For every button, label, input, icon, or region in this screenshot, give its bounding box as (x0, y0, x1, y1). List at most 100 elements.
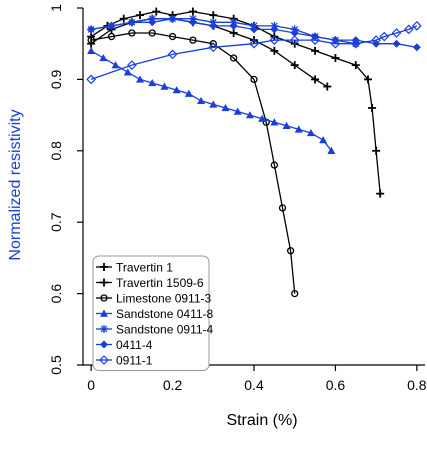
legend-label: Limestone 0911-3 (116, 292, 212, 306)
legend-marker (100, 263, 108, 271)
data-point (107, 21, 116, 30)
data-point (127, 60, 137, 70)
legend-label: 0411-4 (116, 338, 153, 352)
data-point (412, 21, 422, 31)
legend-label: 0911-1 (116, 354, 153, 368)
legend-marker (100, 294, 108, 302)
legend-entry: Limestone 0911-3 (96, 292, 212, 306)
data-point (323, 82, 332, 91)
data-point (184, 89, 193, 97)
y-tick-label: 0.8 (48, 141, 64, 161)
y-tick-label: 0.7 (48, 212, 64, 232)
data-point (371, 35, 381, 45)
legend-label: Travertin 1509-6 (116, 276, 204, 290)
data-point (278, 204, 287, 212)
legend-marker (99, 355, 109, 365)
data-point (368, 103, 377, 112)
series-7 (86, 21, 422, 85)
data-point (294, 125, 303, 133)
data-point (123, 68, 132, 76)
legend-entry: 0911-1 (96, 354, 153, 368)
data-point (350, 38, 361, 49)
data-point (189, 36, 197, 44)
data-point (86, 74, 96, 85)
data-point (136, 11, 144, 20)
data-point (160, 82, 169, 90)
y-axis-label: Normalized resistivity (7, 109, 24, 260)
y-ticks: 0.5 0.6 0.7 0.8 0.9 1 (48, 4, 83, 375)
x-ticks: 0 0.2 0.4 0.6 0.8 (87, 365, 427, 393)
data-point (87, 36, 95, 44)
data-point (127, 18, 136, 27)
legend-marker (100, 278, 108, 287)
legend-box (92, 255, 210, 371)
y-tick-label: 1 (48, 4, 64, 12)
data-point (392, 39, 401, 48)
data-point (269, 35, 280, 45)
series-line (90, 32, 296, 294)
legend-label: Sandstone 0911-4 (116, 323, 214, 337)
data-point (167, 49, 178, 60)
data-point (119, 14, 128, 23)
data-point (412, 43, 421, 52)
data-point (330, 38, 341, 49)
legend-label: Travertin 1 (116, 261, 173, 275)
series-5 (87, 14, 360, 48)
x-tick-label: 0.8 (407, 377, 427, 393)
legend-entry: Sandstone 0911-4 (96, 323, 214, 337)
legend-marker (100, 309, 108, 317)
data-point (233, 107, 242, 115)
data-point (311, 75, 320, 84)
series-layer (86, 7, 422, 298)
data-point (87, 46, 96, 55)
legend-entry: Travertin 1509-6 (96, 276, 204, 290)
data-point (307, 128, 315, 137)
x-tick-label: 0.2 (163, 377, 183, 393)
series-3 (87, 29, 299, 298)
data-point (286, 247, 295, 255)
data-point (128, 29, 136, 37)
data-point (221, 103, 230, 112)
data-point (270, 118, 279, 126)
data-point (188, 7, 197, 16)
data-point (364, 75, 372, 84)
data-point (289, 35, 300, 45)
data-point (229, 28, 238, 37)
y-tick-label: 0.9 (48, 69, 64, 89)
data-point (197, 96, 206, 105)
data-point (168, 14, 177, 23)
data-point (258, 114, 267, 122)
data-point (351, 61, 360, 70)
data-point (245, 111, 254, 119)
y-tick-label: 0.5 (48, 355, 64, 375)
data-point (403, 24, 414, 35)
legend-label: Sandstone 0411-8 (116, 307, 214, 321)
data-point (188, 18, 197, 27)
data-point (282, 121, 291, 130)
data-point (376, 189, 385, 198)
data-point (208, 42, 219, 53)
data-point (331, 53, 340, 62)
data-point (209, 11, 218, 20)
data-point (107, 32, 116, 41)
series-4 (87, 46, 336, 154)
legend-marker (100, 340, 108, 349)
data-point (209, 100, 218, 108)
data-point (270, 161, 279, 169)
x-tick-label: 0.6 (326, 377, 346, 393)
series-line (90, 25, 418, 81)
data-point (290, 61, 299, 70)
legend-entry: Sandstone 0411-8 (96, 307, 214, 321)
data-point (229, 21, 238, 30)
legend-entry: 0411-4 (96, 338, 153, 352)
data-point (99, 53, 108, 62)
x-tick-label: 0 (87, 377, 95, 393)
data-point (250, 25, 258, 34)
data-point (372, 146, 381, 155)
data-point (152, 7, 161, 16)
legend-entry: Travertin 1 (96, 261, 173, 275)
data-point (249, 38, 259, 49)
